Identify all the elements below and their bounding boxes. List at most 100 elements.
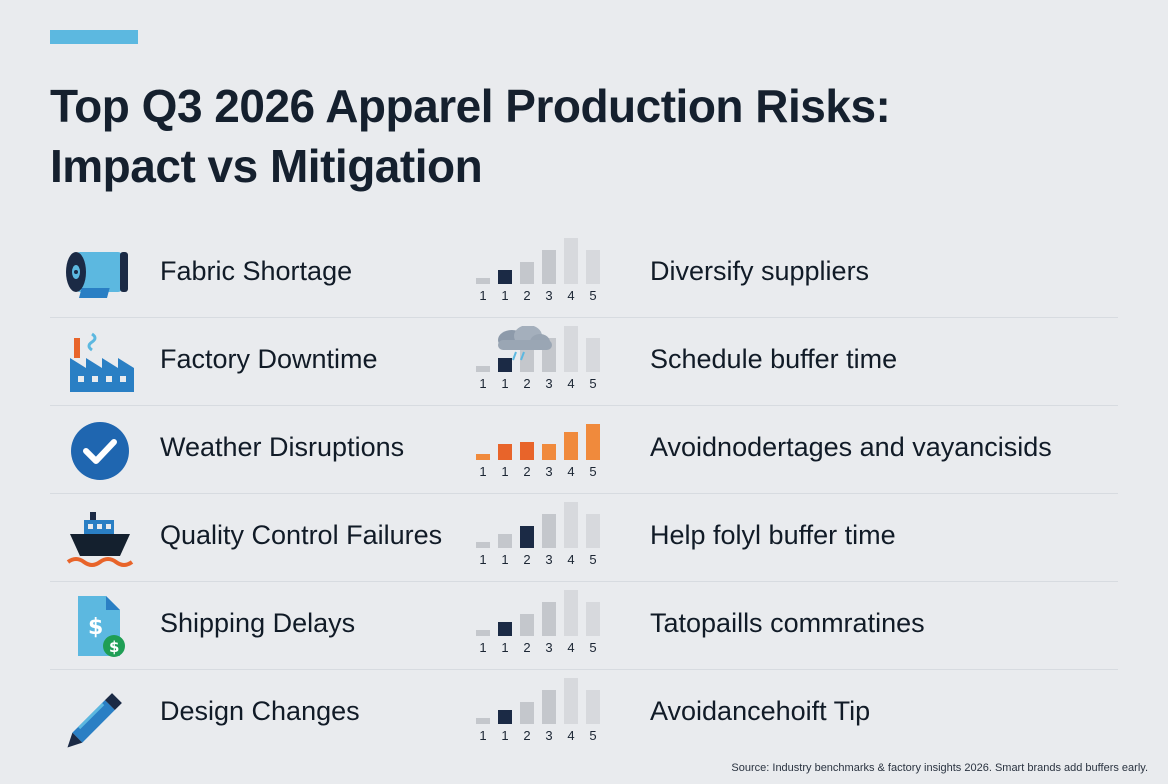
risk-name: Fabric Shortage [160,256,353,286]
fabric-roll-icon [62,242,138,308]
impact-scale-label: 5 [589,728,596,743]
impact-bar [498,710,512,724]
impact-scale-label: 4 [567,464,574,479]
impact-bar [520,350,534,372]
risk-name: Weather Disruptions [160,432,405,462]
row-divider [50,405,1118,406]
impact-scale-label: 3 [545,464,552,479]
impact-bar [476,278,490,284]
impact-scale-label: 1 [479,552,486,567]
impact-bar [498,444,512,460]
title-line-2: Impact vs Mitigation [50,140,483,192]
impact-scale-label: 1 [479,464,486,479]
risk-name: Design Changes [160,696,360,726]
factory-icon [62,330,138,396]
impact-bar [476,454,490,460]
impact-bar [564,590,578,636]
impact-scale-label: 2 [523,552,530,567]
mitigation-text: Diversify suppliers [650,256,870,286]
impact-bar [564,678,578,724]
impact-bar [520,614,534,636]
impact-scale-label: 1 [501,288,508,303]
svg-text:$: $ [88,615,103,640]
row-divider [50,581,1118,582]
mitigation-text: Avoidnodertages and vayancisids [650,432,1052,462]
impact-bar [498,622,512,636]
risk-name: Shipping Delays [160,608,356,638]
checkmark-circle-icon [62,418,138,484]
impact-scale-label: 2 [523,376,530,391]
impact-scale-label: 3 [545,552,552,567]
impact-scale-label: 3 [545,376,552,391]
impact-scale-label: 1 [501,640,508,655]
impact-scale-label: 5 [589,552,596,567]
impact-scale-label: 5 [589,464,596,479]
impact-scale-label: 4 [567,728,574,743]
impact-bar [498,270,512,284]
impact-scale-label: 5 [589,376,596,391]
impact-scale-label: 1 [479,376,486,391]
impact-scale-label: 3 [545,640,552,655]
impact-bar [520,442,534,460]
risk-name: Quality Control Failures [160,520,443,550]
row-divider [50,669,1118,670]
impact-bar [498,534,512,548]
impact-bar [476,718,490,724]
mitigation-text: Schedule buffer time [650,344,898,374]
impact-bar [542,514,556,548]
impact-bar [542,602,556,636]
impact-bar [586,424,600,460]
dollar-document-icon: $ $ [62,594,138,660]
mitigation-text: Tatopaills commratines [650,608,925,638]
impact-scale-label: 5 [589,288,596,303]
page-title: Top Q3 2026 Apparel Production Risks: Im… [50,76,1130,196]
impact-bar [564,432,578,460]
impact-bar [520,526,534,548]
row-divider [50,493,1118,494]
pencil-icon [62,682,138,748]
mitigation-text: Avoidancehoift Tip [650,696,871,726]
cloud-icon [498,326,552,361]
impact-bar [542,250,556,284]
impact-scale-label: 2 [523,640,530,655]
impact-scale-label: 5 [589,640,596,655]
impact-bar [498,358,512,372]
impact-scale-label: 1 [501,728,508,743]
impact-bar [586,690,600,724]
impact-scale-label: 2 [523,288,530,303]
impact-bar [542,690,556,724]
impact-bar [564,326,578,372]
impact-scale-label: 1 [479,640,486,655]
impact-scale-label: 4 [567,552,574,567]
title-accent-bar [50,30,138,44]
impact-scale-label: 3 [545,288,552,303]
svg-text:$: $ [109,638,119,656]
title-line-1: Top Q3 2026 Apparel Production Risks: [50,80,891,132]
impact-scale-label: 2 [523,464,530,479]
impact-scale-label: 1 [501,376,508,391]
impact-bar [476,630,490,636]
ship-icon [62,506,138,572]
source-note: Source: Industry benchmarks & factory in… [731,762,1148,774]
impact-bar [586,514,600,548]
impact-scale-label: 1 [501,464,508,479]
impact-bar [476,366,490,372]
impact-bar [564,502,578,548]
impact-scale-label: 3 [545,728,552,743]
impact-bar [520,262,534,284]
impact-scale-label: 4 [567,640,574,655]
impact-scale-label: 1 [479,728,486,743]
impact-bar [586,250,600,284]
